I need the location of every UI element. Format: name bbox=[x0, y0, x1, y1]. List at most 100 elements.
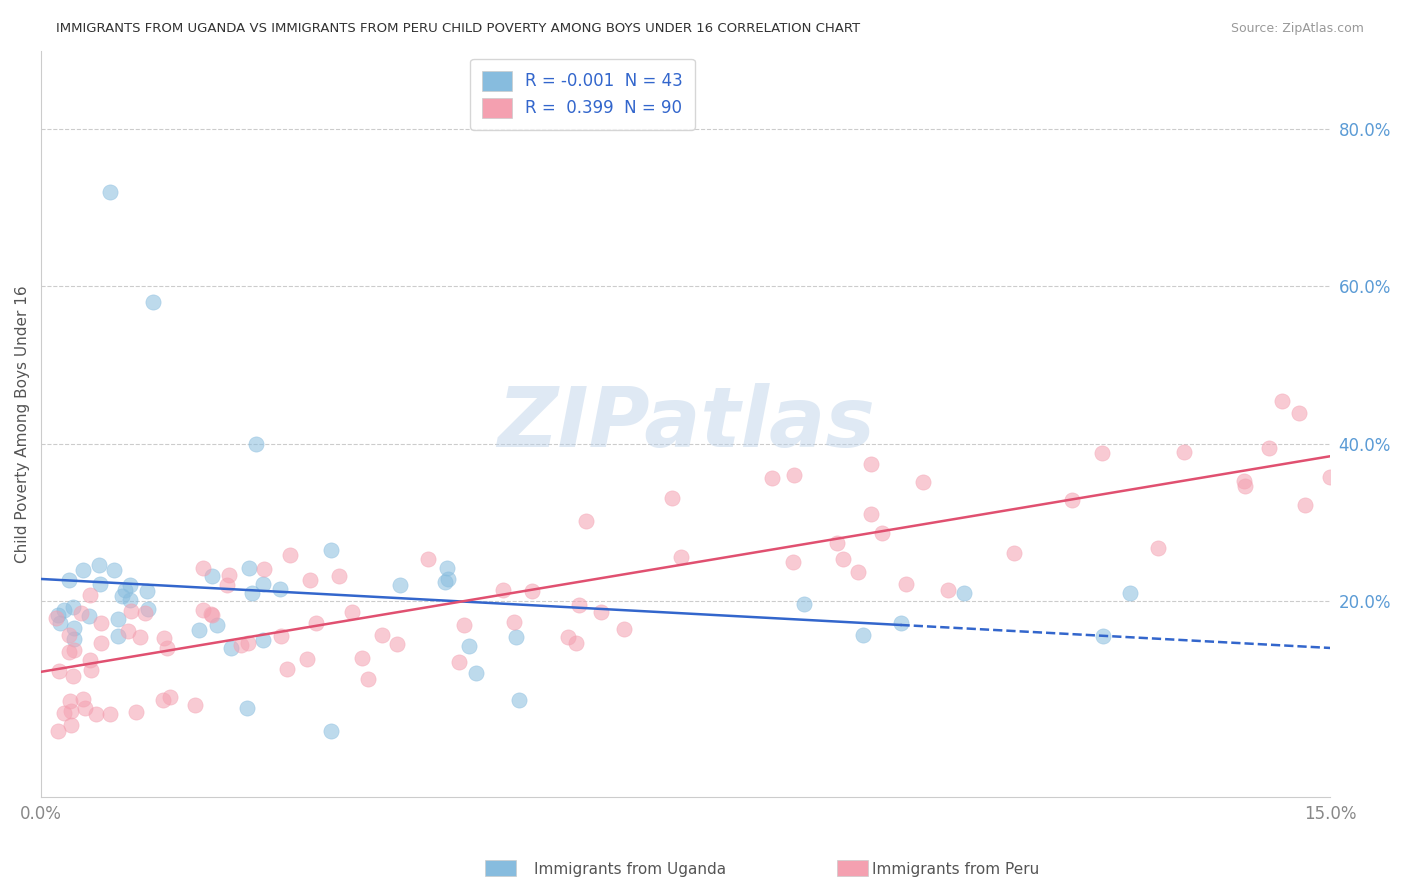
Point bbox=[48, 615, 70, 630]
Point bbox=[295, 652, 318, 666]
Point bbox=[156, 640, 179, 655]
Point bbox=[90, 635, 112, 649]
Point bbox=[229, 638, 252, 652]
Point bbox=[77, 608, 100, 623]
Point bbox=[218, 567, 240, 582]
Point bbox=[58, 645, 80, 659]
Point bbox=[59, 694, 82, 708]
Point bbox=[252, 577, 274, 591]
Point bbox=[793, 597, 815, 611]
Point bbox=[319, 543, 342, 558]
Y-axis label: Child Poverty Among Boys Under 16: Child Poverty Among Boys Under 16 bbox=[15, 285, 30, 563]
Point bbox=[152, 631, 174, 645]
Point bbox=[253, 562, 276, 576]
Text: Immigrants from Uganda: Immigrants from Uganda bbox=[534, 863, 727, 877]
Point bbox=[502, 615, 524, 629]
Point bbox=[437, 572, 460, 586]
Point bbox=[62, 600, 84, 615]
Point bbox=[1092, 629, 1115, 643]
Point bbox=[416, 552, 439, 566]
Point bbox=[152, 693, 174, 707]
Point bbox=[357, 672, 380, 686]
Point bbox=[188, 623, 211, 637]
Point bbox=[1288, 406, 1310, 420]
Point bbox=[305, 615, 328, 630]
Point bbox=[107, 630, 129, 644]
Point bbox=[205, 618, 228, 632]
Point bbox=[1002, 546, 1025, 560]
Point bbox=[201, 607, 224, 622]
Point bbox=[661, 491, 683, 506]
Point bbox=[89, 576, 111, 591]
Point bbox=[340, 605, 363, 619]
Point bbox=[62, 668, 84, 682]
Point bbox=[453, 617, 475, 632]
Point bbox=[565, 636, 588, 650]
Point bbox=[328, 568, 350, 582]
Point bbox=[69, 606, 91, 620]
Point bbox=[79, 588, 101, 602]
Point bbox=[1062, 493, 1084, 508]
Point bbox=[75, 700, 97, 714]
Point bbox=[447, 655, 470, 669]
Point bbox=[89, 558, 111, 573]
Point bbox=[84, 707, 107, 722]
Point bbox=[46, 723, 69, 738]
Text: ZIPatlas: ZIPatlas bbox=[496, 384, 875, 465]
Point bbox=[783, 468, 806, 483]
Point bbox=[591, 605, 613, 619]
Point bbox=[120, 604, 142, 618]
Point bbox=[825, 536, 848, 550]
Point bbox=[118, 578, 141, 592]
Point bbox=[492, 583, 515, 598]
Point bbox=[860, 457, 883, 471]
Point bbox=[508, 693, 530, 707]
Point bbox=[98, 706, 121, 721]
Point bbox=[53, 603, 76, 617]
Point bbox=[851, 628, 873, 642]
Point bbox=[669, 549, 692, 564]
Point bbox=[319, 723, 342, 738]
Point bbox=[58, 573, 80, 587]
Point bbox=[387, 637, 409, 651]
Point bbox=[270, 629, 292, 643]
Point bbox=[72, 691, 94, 706]
Point bbox=[252, 632, 274, 647]
Text: Source: ZipAtlas.com: Source: ZipAtlas.com bbox=[1230, 22, 1364, 36]
Point bbox=[1319, 470, 1341, 484]
Point bbox=[134, 606, 156, 620]
Point bbox=[276, 662, 298, 676]
Point bbox=[575, 515, 598, 529]
Point bbox=[613, 622, 636, 636]
Point bbox=[1233, 479, 1256, 493]
Point bbox=[371, 628, 394, 642]
Point bbox=[936, 583, 959, 598]
Point bbox=[1257, 441, 1279, 455]
Point bbox=[201, 569, 224, 583]
Point bbox=[298, 573, 321, 587]
Point bbox=[505, 630, 527, 644]
Point bbox=[200, 607, 222, 621]
Point bbox=[111, 590, 134, 604]
Point bbox=[434, 575, 457, 590]
Point bbox=[191, 603, 214, 617]
Point bbox=[280, 548, 302, 562]
Point bbox=[53, 706, 76, 721]
Point bbox=[832, 552, 855, 566]
Point bbox=[193, 561, 215, 575]
Point bbox=[911, 475, 934, 489]
Point bbox=[557, 631, 579, 645]
Point bbox=[1147, 541, 1170, 555]
Point bbox=[890, 615, 912, 630]
Point bbox=[782, 555, 804, 569]
Point bbox=[1271, 394, 1294, 409]
Point bbox=[240, 585, 263, 599]
Point bbox=[90, 616, 112, 631]
Point bbox=[1233, 474, 1256, 488]
Point bbox=[62, 632, 84, 646]
Point bbox=[860, 508, 883, 522]
Point bbox=[1294, 498, 1316, 512]
Point bbox=[159, 690, 181, 704]
Point bbox=[103, 563, 125, 577]
Point bbox=[114, 583, 136, 598]
